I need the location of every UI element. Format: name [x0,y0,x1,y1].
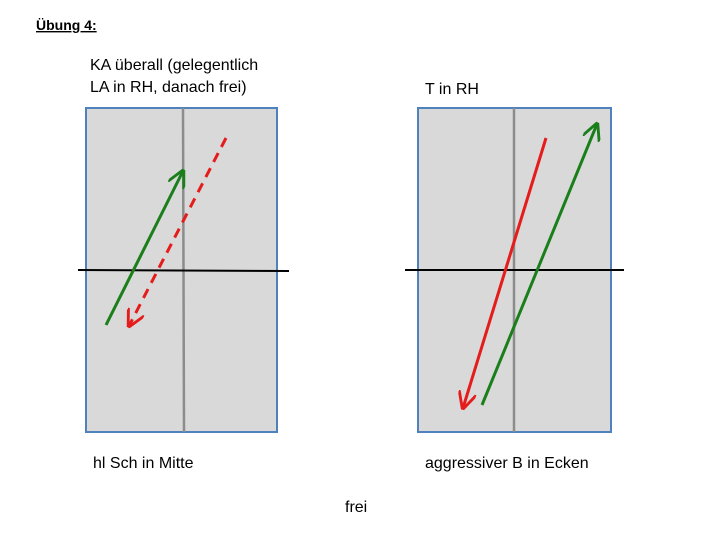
arrow-green [104,171,183,326]
slide-title: Übung 4: [36,17,97,33]
panel-caption: KA überall (gelegentlich [90,57,258,74]
panel-caption: T in RH [425,81,479,98]
net-line [77,269,290,272]
arrow-red-dashed [129,137,228,326]
panel-caption: LA in RH, danach frei) [90,79,247,96]
panel-footer: hl Sch in Mitte [93,455,194,472]
arrow-red [463,137,548,408]
panel-footer: aggressiver B in Ecken [425,455,589,472]
arrow-green [480,124,597,406]
note: frei [345,499,367,516]
